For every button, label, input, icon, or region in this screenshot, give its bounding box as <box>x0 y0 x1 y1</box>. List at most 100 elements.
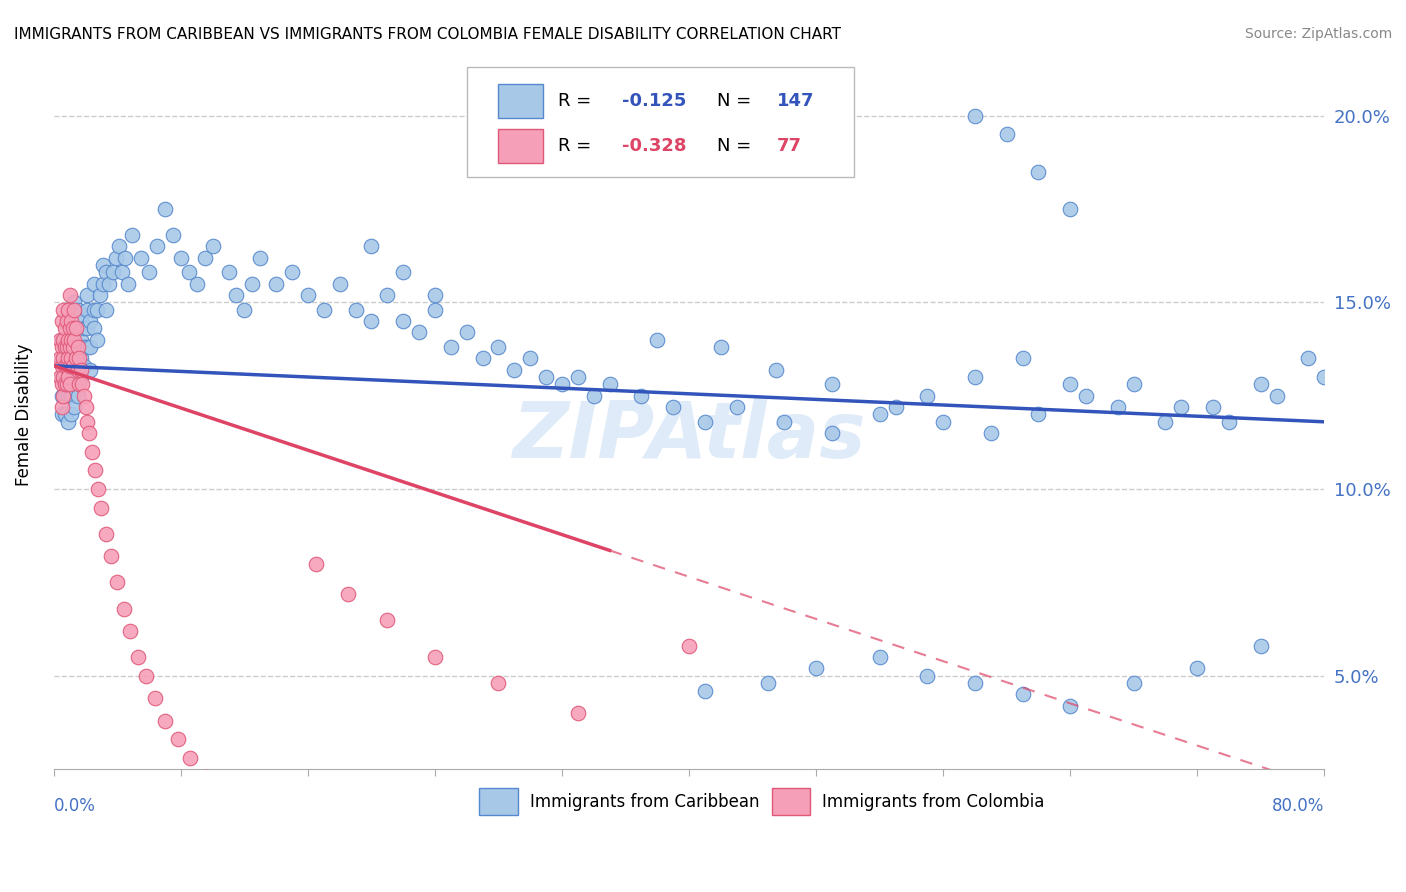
Point <box>249 825 271 839</box>
Point <box>63 340 86 354</box>
Point <box>138 265 160 279</box>
Point <box>1218 415 1240 429</box>
Point <box>60 370 83 384</box>
Point <box>73 340 96 354</box>
Point <box>66 389 89 403</box>
Point <box>392 314 415 328</box>
Point <box>375 613 398 627</box>
Point <box>225 288 247 302</box>
Point <box>60 351 83 366</box>
Point <box>53 321 76 335</box>
Point <box>1028 164 1050 178</box>
Point <box>145 691 167 706</box>
Point <box>114 251 136 265</box>
Point <box>51 340 73 354</box>
Point <box>53 377 76 392</box>
Point <box>96 302 118 317</box>
Point <box>51 314 73 328</box>
Point <box>344 302 367 317</box>
Point <box>264 277 287 291</box>
Text: N =: N = <box>717 92 756 110</box>
Point <box>51 377 73 392</box>
Point <box>100 549 122 564</box>
Text: Immigrants from Colombia: Immigrants from Colombia <box>823 793 1045 811</box>
Point <box>49 333 72 347</box>
Text: R =: R = <box>558 92 598 110</box>
Point <box>170 251 193 265</box>
Point <box>360 239 382 253</box>
Point <box>503 362 526 376</box>
Point <box>917 669 939 683</box>
Point <box>360 314 382 328</box>
Point <box>710 340 733 354</box>
Point <box>1122 676 1144 690</box>
Point <box>53 340 76 354</box>
Point <box>56 333 79 347</box>
Point <box>177 265 200 279</box>
Point <box>1059 698 1081 713</box>
Point <box>51 333 73 347</box>
Point <box>162 228 184 243</box>
Point <box>63 295 86 310</box>
Point <box>963 109 986 123</box>
Point <box>551 377 574 392</box>
Point <box>678 639 700 653</box>
Y-axis label: Female Disability: Female Disability <box>15 343 32 485</box>
Point <box>76 288 98 302</box>
Point <box>1154 415 1177 429</box>
Point <box>218 265 240 279</box>
Point <box>995 128 1018 142</box>
Point <box>56 415 79 429</box>
Point <box>55 359 77 373</box>
Point <box>249 251 271 265</box>
Point <box>1028 408 1050 422</box>
Point <box>62 359 84 373</box>
Point <box>56 351 79 366</box>
Point <box>49 351 72 366</box>
Point <box>59 359 82 373</box>
Point <box>1059 202 1081 216</box>
Point <box>69 314 91 328</box>
Point <box>1011 687 1033 701</box>
Point <box>66 302 89 317</box>
Text: 0.0%: 0.0% <box>53 797 96 815</box>
Point <box>662 400 685 414</box>
Point <box>96 265 118 279</box>
Point <box>194 251 217 265</box>
Point <box>67 377 90 392</box>
Point <box>49 370 72 384</box>
Point <box>66 321 89 335</box>
Point <box>76 302 98 317</box>
Point <box>86 302 108 317</box>
FancyBboxPatch shape <box>499 128 543 162</box>
Point <box>66 340 89 354</box>
Point <box>51 359 73 373</box>
Point <box>582 389 605 403</box>
Point <box>305 557 328 571</box>
Point <box>76 340 98 354</box>
Point <box>56 351 79 366</box>
Point <box>73 359 96 373</box>
Point <box>59 321 82 335</box>
Point <box>63 400 86 414</box>
Point <box>980 425 1002 440</box>
Point <box>51 351 73 366</box>
Point <box>56 370 79 384</box>
Point <box>273 837 295 851</box>
Point <box>87 482 110 496</box>
Point <box>1074 389 1097 403</box>
Point <box>51 370 73 384</box>
Point <box>101 265 124 279</box>
Point <box>66 340 89 354</box>
Point <box>423 288 446 302</box>
Point <box>117 277 139 291</box>
Point <box>599 377 621 392</box>
Point <box>63 302 86 317</box>
Point <box>79 362 101 376</box>
Point <box>53 359 76 373</box>
Point <box>90 500 112 515</box>
Point <box>630 389 652 403</box>
Point <box>392 265 415 279</box>
Point <box>1265 389 1288 403</box>
Point <box>821 425 844 440</box>
